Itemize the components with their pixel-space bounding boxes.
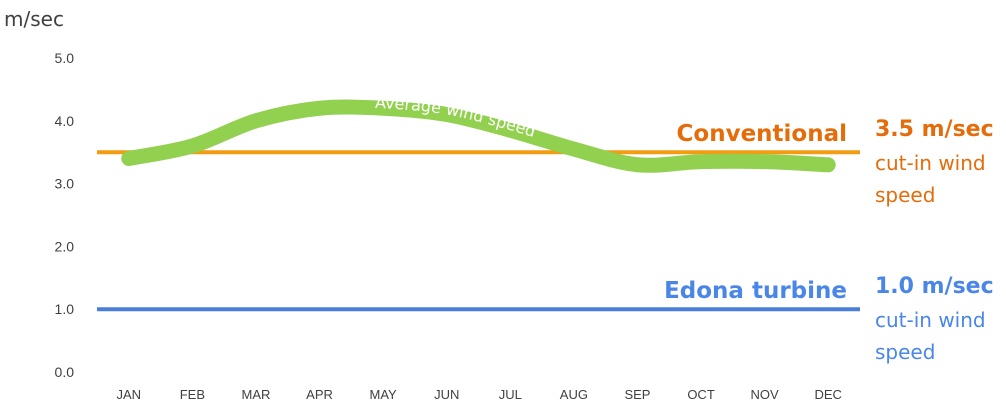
- edona-turbine-description-line: cut-in wind: [875, 308, 986, 332]
- x-tick-label: SEP: [624, 387, 650, 402]
- conventional-value-label: 3.5 m/sec: [875, 117, 994, 142]
- x-tick-label: OCT: [687, 387, 715, 402]
- conventional-label: Conventional: [677, 121, 847, 147]
- x-tick-label: JUN: [434, 387, 459, 402]
- conventional-description-line: speed: [875, 183, 935, 207]
- edona-turbine-label: Edona turbine: [664, 278, 847, 304]
- y-tick-label: 0.0: [55, 364, 75, 380]
- x-tick-label: MAY: [370, 387, 398, 402]
- x-tick-label: JUL: [499, 387, 522, 402]
- x-tick-label: JAN: [117, 387, 142, 402]
- edona-turbine-value-label: 1.0 m/sec: [875, 274, 994, 299]
- x-tick-label: FEB: [180, 387, 205, 402]
- series-label-text: Average wind speed: [375, 93, 538, 141]
- y-tick-label: 3.0: [55, 176, 75, 192]
- x-tick-label: APR: [306, 387, 333, 402]
- x-tick-label: AUG: [560, 387, 588, 402]
- x-tick-label: MAR: [242, 387, 271, 402]
- annotations: Conventional 3.5 m/sec cut-in wind speed Edo…: [664, 117, 994, 364]
- reference-lines: [97, 150, 860, 312]
- y-axis-ticks: 0.0 1.0 2.0 3.0 4.0 5.0: [55, 50, 75, 380]
- x-axis-ticks: JAN FEB MAR APR MAY JUN JUL AUG SEP OCT NOV DEC: [117, 387, 842, 402]
- y-tick-label: 4.0: [55, 113, 75, 129]
- average-wind-speed-line: [121, 99, 836, 173]
- x-tick-label: NOV: [751, 387, 780, 402]
- y-tick-label: 1.0: [55, 301, 75, 317]
- y-tick-label: 5.0: [55, 50, 75, 66]
- series-label: Average wind speed: [375, 93, 538, 141]
- conventional-description-line: cut-in wind: [875, 151, 986, 175]
- edona-turbine-description-line: speed: [875, 340, 935, 364]
- y-axis-unit-label: m/sec: [4, 7, 64, 31]
- x-tick-label: DEC: [814, 387, 841, 402]
- y-tick-label: 2.0: [55, 238, 75, 254]
